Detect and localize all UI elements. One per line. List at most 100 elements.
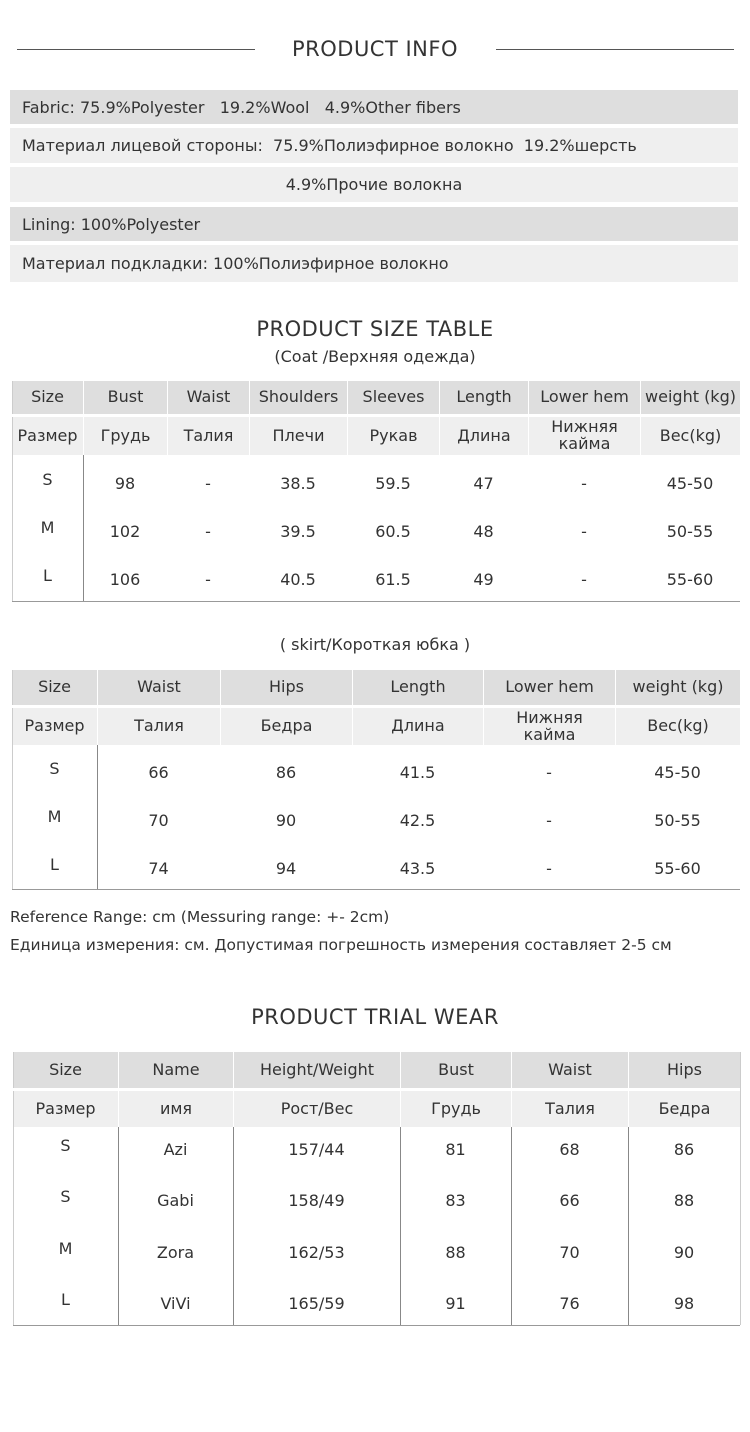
header-cell-en: Name	[119, 1052, 233, 1088]
table-cell: -	[581, 473, 587, 493]
table-left-border	[12, 670, 13, 889]
table-cell: 39.5	[280, 521, 316, 541]
table-cell: 61.5	[375, 569, 411, 589]
header-cell-en: Size	[12, 381, 83, 414]
table-cell: L	[50, 854, 59, 874]
table-cell: L	[61, 1289, 70, 1309]
header-cell-ru: Плечи	[250, 417, 347, 455]
table-cell: 98	[673, 1293, 695, 1313]
table-bottom-border	[12, 889, 740, 890]
table-cell: 38.5	[280, 473, 316, 493]
table-cell: 86	[275, 762, 297, 782]
column-divider	[118, 1127, 119, 1325]
header-cell-ru: Бедра	[221, 708, 352, 745]
header-cell-ru: Длина	[440, 417, 528, 455]
header-cell-ru: Талия	[512, 1091, 628, 1127]
table-cell: -	[581, 569, 587, 589]
header-cell-ru: Талия	[168, 417, 249, 455]
header-cell-ru: Нижняя кайма	[529, 417, 640, 455]
header-cell-ru: Размер	[12, 708, 97, 745]
table-cell: Gabi	[157, 1190, 194, 1210]
table-cell: 70	[559, 1242, 580, 1262]
header-cell-en: weight (kg)	[616, 670, 740, 705]
table-cell: 50-55	[666, 521, 714, 541]
header-cell-en: Waist	[98, 670, 220, 705]
table-cell: 43.5	[399, 858, 436, 878]
table-cell: 165/59	[288, 1293, 345, 1313]
info-row-fabric-ru: Материал лицевой стороны: 75.9%Полиэфирн…	[10, 128, 738, 163]
column-divider	[511, 1127, 512, 1325]
info-row-fabric-ru-cont: 4.9%Прочие волокна	[10, 167, 738, 202]
table-cell: 70	[148, 810, 169, 830]
header-cell-en: Shoulders	[250, 381, 347, 414]
table-left-border	[13, 1052, 14, 1325]
info-row-lining-ru: Материал подкладки: 100%Полиэфирное воло…	[10, 245, 738, 282]
info-row-fabric: Fabric: 75.9%Polyester 19.2%Wool 4.9%Oth…	[10, 90, 738, 124]
header-cell-en: Height/Weight	[234, 1052, 400, 1088]
table-cell: L	[43, 565, 52, 585]
header-cell-ru: имя	[119, 1091, 233, 1127]
table-cell: 158/49	[288, 1190, 345, 1210]
column-divider	[233, 1127, 234, 1325]
table-cell: 88	[673, 1190, 695, 1210]
table-cell: 50-55	[654, 810, 701, 830]
trial-wear-title: PRODUCT TRIAL WEAR	[251, 1005, 499, 1029]
table-cell: 83	[445, 1190, 466, 1210]
table-cell: 60.5	[375, 521, 411, 541]
table-cell: M	[40, 517, 55, 537]
header-cell-ru: Бедра	[629, 1091, 740, 1127]
measurement-error-note: Единица измерения: см. Допустимая погреш…	[10, 936, 672, 954]
header-cell-ru: Размер	[13, 1091, 118, 1127]
header-cell-en: Bust	[401, 1052, 511, 1088]
header-cell-en: Lower hem	[529, 381, 640, 414]
header-cell-ru: Грудь	[401, 1091, 511, 1127]
table-cell: 162/53	[288, 1242, 345, 1262]
header-cell-en: Hips	[629, 1052, 740, 1088]
title-rule-left	[17, 49, 255, 50]
table-cell: 49	[473, 569, 494, 589]
header-cell-en: Size	[12, 670, 97, 705]
table-cell: 48	[473, 521, 494, 541]
header-cell-en: Sleeves	[348, 381, 439, 414]
table-cell: 86	[673, 1139, 695, 1159]
header-cell-ru: Рукав	[348, 417, 439, 455]
table-cell: 98	[114, 473, 136, 493]
table-cell: 102	[109, 521, 141, 541]
table-bottom-border	[12, 601, 740, 602]
header-cell-en: Length	[353, 670, 483, 705]
column-divider	[83, 455, 84, 601]
coat-subtitle: (Coat /Верхняя одежда)	[274, 347, 476, 366]
header-cell-ru: Рост/Вес	[234, 1091, 400, 1127]
table-bottom-border	[13, 1325, 740, 1326]
table-cell: 88	[445, 1242, 466, 1262]
table-cell: Zora	[156, 1242, 195, 1262]
table-cell: 68	[559, 1139, 580, 1159]
table-cell: -	[546, 810, 552, 830]
header-cell-en: Size	[13, 1052, 118, 1088]
table-cell: 66	[559, 1190, 580, 1210]
table-cell: 81	[445, 1139, 466, 1159]
table-cell: 76	[559, 1293, 580, 1313]
header-cell-ru: Талия	[98, 708, 220, 745]
table-cell: M	[47, 806, 62, 826]
table-cell: 45-50	[654, 762, 701, 782]
title-rule-right	[496, 49, 734, 50]
header-cell-en: Waist	[512, 1052, 628, 1088]
header-cell-en: Waist	[168, 381, 249, 414]
info-row-lining: Lining: 100%Polyester	[10, 207, 738, 241]
table-cell: S	[49, 758, 60, 778]
table-cell: 45-50	[666, 473, 714, 493]
skirt-subtitle: ( skirt/Короткая юбка )	[279, 635, 471, 654]
header-separator	[12, 705, 740, 708]
table-cell: 90	[275, 810, 297, 830]
table-left-border	[12, 381, 13, 601]
table-cell: 40.5	[280, 569, 316, 589]
header-cell-ru: Грудь	[84, 417, 167, 455]
table-cell: -	[205, 521, 211, 541]
table-cell: 94	[275, 858, 297, 878]
table-cell: -	[546, 762, 552, 782]
table-cell: -	[205, 473, 211, 493]
table-cell: ViVi	[160, 1293, 191, 1313]
table-cell: S	[60, 1186, 71, 1206]
table-cell: 157/44	[288, 1139, 345, 1159]
